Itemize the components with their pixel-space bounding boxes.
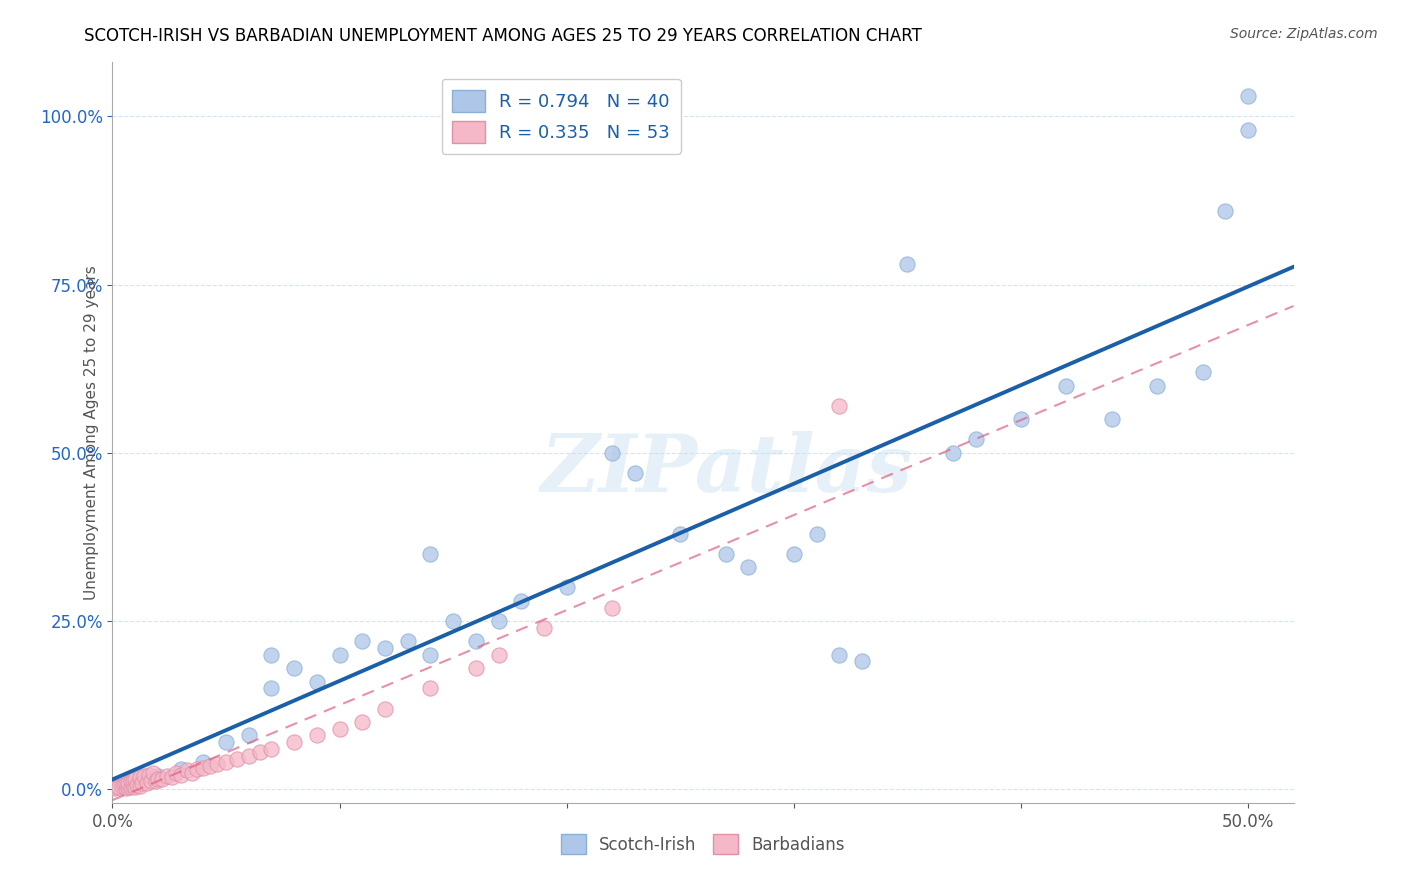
Point [329,648,352,662]
Point [115,780,138,795]
Point [122,772,145,787]
Point [283,735,305,749]
Point [510,594,533,608]
Point [169,762,191,776]
Point [198,758,221,772]
Point [120,780,142,794]
Point [142,766,165,780]
Point [156,769,179,783]
Point [1191,365,1213,379]
Point [215,756,238,770]
Point [488,648,510,662]
Point [714,547,737,561]
Point [122,779,145,793]
Point [419,547,441,561]
Point [215,735,238,749]
Point [176,764,198,778]
Legend: Scotch-Irish, Barbadians: Scotch-Irish, Barbadians [554,828,852,861]
Point [329,722,352,736]
Point [104,780,127,795]
Point [555,581,578,595]
Point [488,614,510,628]
Point [1215,203,1237,218]
Point [117,775,139,789]
Point [374,640,396,655]
Text: SCOTCH-IRISH VS BARBADIAN UNEMPLOYMENT AMONG AGES 25 TO 29 YEARS CORRELATION CHA: SCOTCH-IRISH VS BARBADIAN UNEMPLOYMENT A… [84,27,922,45]
Point [441,614,464,628]
Point [419,648,441,662]
Point [600,600,623,615]
Point [105,780,128,795]
Point [624,466,647,480]
Point [352,714,374,729]
Point [419,681,441,696]
Point [193,761,215,775]
Point [464,634,486,648]
Point [896,257,918,271]
Point [828,399,851,413]
Point [600,446,623,460]
Point [128,779,150,793]
Point [124,772,146,786]
Point [352,634,374,648]
Point [146,772,169,786]
Point [260,648,283,662]
Point [1010,412,1032,426]
Point [806,526,828,541]
Point [260,742,283,756]
Point [1237,89,1260,103]
Point [146,769,169,783]
Point [260,681,283,696]
Point [396,634,419,648]
Point [110,779,132,793]
Point [181,765,204,780]
Point [169,767,191,781]
Point [112,778,135,792]
Point [152,772,174,787]
Point [124,780,146,795]
Point [165,765,187,780]
Point [117,780,139,795]
Point [374,701,396,715]
Text: ZIPatlas: ZIPatlas [540,431,912,508]
Point [193,756,215,770]
Point [305,674,328,689]
Point [139,774,162,789]
Point [851,655,873,669]
Point [108,780,131,794]
Point [669,526,692,541]
Point [134,769,156,783]
Point [249,745,271,759]
Point [135,775,157,789]
Point [115,777,138,791]
Text: Source: ZipAtlas.com: Source: ZipAtlas.com [1230,27,1378,41]
Point [226,752,249,766]
Point [238,729,260,743]
Point [965,433,987,447]
Point [1101,412,1123,426]
Point [828,648,851,662]
Point [186,762,208,776]
Point [737,560,759,574]
Y-axis label: Unemployment Among Ages 25 to 29 years: Unemployment Among Ages 25 to 29 years [83,265,98,600]
Point [783,547,806,561]
Point [464,661,486,675]
Point [160,770,183,784]
Point [127,778,149,792]
Point [120,774,142,789]
Point [305,729,328,743]
Point [238,748,260,763]
Point [138,767,160,781]
Point [533,621,555,635]
Point [1237,122,1260,136]
Point [942,446,965,460]
Point [145,773,167,788]
Point [128,770,150,784]
Point [1054,378,1077,392]
Point [131,776,153,790]
Point [1146,378,1168,392]
Point [205,756,228,771]
Point [283,661,305,675]
